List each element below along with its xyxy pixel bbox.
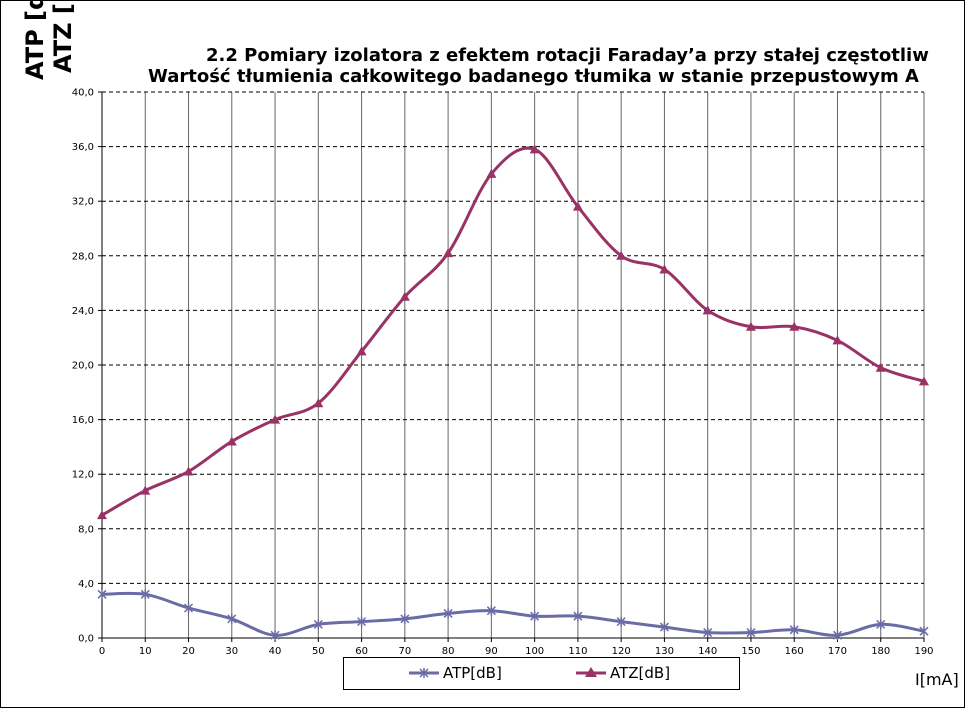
data-point — [573, 611, 583, 622]
axes — [98, 91, 925, 642]
x-tick-label: 20 — [182, 646, 195, 657]
data-point — [616, 616, 626, 627]
y-tick-label: 20,0 — [72, 361, 94, 372]
y-tick-label: 32,0 — [72, 197, 94, 208]
data-point — [746, 627, 756, 638]
data-point — [356, 346, 367, 356]
data-point — [313, 619, 323, 630]
x-tick-label: 130 — [655, 646, 674, 657]
x-axis-label: I[mA] — [915, 670, 959, 689]
data-point — [357, 616, 367, 627]
chart-title-line-2: Wartość tłumienia całkowitego badanego t… — [148, 66, 919, 87]
data-point — [227, 613, 237, 624]
data-point — [97, 510, 107, 520]
data-point — [183, 466, 194, 476]
data-point — [919, 376, 929, 386]
data-point — [399, 291, 410, 301]
x-tick-label: 10 — [139, 646, 152, 657]
data-point — [183, 602, 194, 613]
x-tick-label: 110 — [568, 646, 587, 657]
data-point — [745, 321, 756, 331]
data-point — [832, 335, 843, 345]
data-point — [486, 605, 496, 616]
data-point — [703, 627, 713, 638]
data-point — [616, 250, 627, 260]
x-tick-label: 190 — [914, 646, 933, 657]
x-tick-label: 50 — [312, 646, 325, 657]
data-point — [270, 414, 281, 424]
data-point — [443, 608, 453, 619]
legend-swatch-atz — [576, 667, 606, 677]
x-tick-label: 150 — [741, 646, 760, 657]
y-tick-label: 16,0 — [72, 415, 94, 426]
y-tick-label: 0,0 — [78, 634, 94, 645]
data-point — [270, 630, 280, 641]
x-tick-label: 30 — [225, 646, 238, 657]
data-point — [659, 264, 670, 274]
chart-title-line-1: 2.2 Pomiary izolatora z efektem rotacji … — [206, 45, 929, 66]
y-tick-label: 36,0 — [72, 142, 94, 153]
data-point — [875, 362, 886, 372]
series-atz-db- — [97, 144, 929, 520]
x-tick-label: 170 — [828, 646, 847, 657]
y-tick-label: 8,0 — [78, 524, 94, 535]
series-line — [101, 591, 925, 637]
y-axis-label-atp: ATP [d — [21, 0, 49, 80]
x-tick-label: 90 — [485, 646, 498, 657]
plot-area — [102, 92, 924, 638]
grid — [102, 91, 925, 638]
data-point — [443, 248, 454, 258]
data-point — [400, 613, 410, 624]
x-tick-label: 100 — [525, 646, 544, 657]
x-tick-label: 120 — [612, 646, 631, 657]
data-point — [226, 436, 237, 446]
data-point — [486, 168, 497, 178]
legend-label-atz: ATZ[dB] — [610, 664, 671, 682]
y-axis-label-atz: ATZ [ — [49, 3, 77, 73]
tick-labels: 0 10 20 30 40 50 60 70 80 90 100 110 120 130 140 150 160… — [72, 88, 934, 658]
x-tick-label: 180 — [871, 646, 890, 657]
data-point — [140, 589, 150, 600]
x-tick-label: 60 — [355, 646, 368, 657]
y-tick-label: 4,0 — [78, 579, 94, 590]
data-point — [529, 144, 540, 154]
data-point — [313, 398, 324, 408]
data-point — [832, 630, 843, 641]
series-line — [101, 146, 925, 517]
data-point — [789, 321, 800, 331]
data-point — [919, 626, 929, 637]
y-tick-label: 24,0 — [72, 306, 94, 317]
data-point — [702, 305, 713, 315]
x-tick-label: 80 — [442, 646, 455, 657]
x-tick-label: 70 — [398, 646, 411, 657]
data-point — [97, 589, 107, 600]
x-tick-label: 160 — [785, 646, 804, 657]
series-group — [97, 144, 929, 641]
series-atp-db- — [97, 589, 929, 641]
legend: ATP[dB] ATZ[dB] — [343, 657, 740, 690]
data-point — [572, 201, 583, 211]
data-point — [789, 624, 799, 635]
y-tick-label: 28,0 — [72, 251, 94, 262]
x-tick-label: 140 — [698, 646, 717, 657]
data-point — [530, 611, 540, 622]
data-point — [876, 619, 886, 630]
data-point — [140, 485, 151, 495]
x-tick-label: 40 — [269, 646, 282, 657]
data-point — [659, 622, 669, 633]
legend-swatch-atp — [409, 668, 439, 678]
y-tick-label: 12,0 — [72, 470, 94, 481]
legend-label-atp: ATP[dB] — [443, 664, 502, 682]
x-tick-label: 0 — [99, 646, 105, 657]
y-tick-label: 40,0 — [72, 88, 94, 99]
